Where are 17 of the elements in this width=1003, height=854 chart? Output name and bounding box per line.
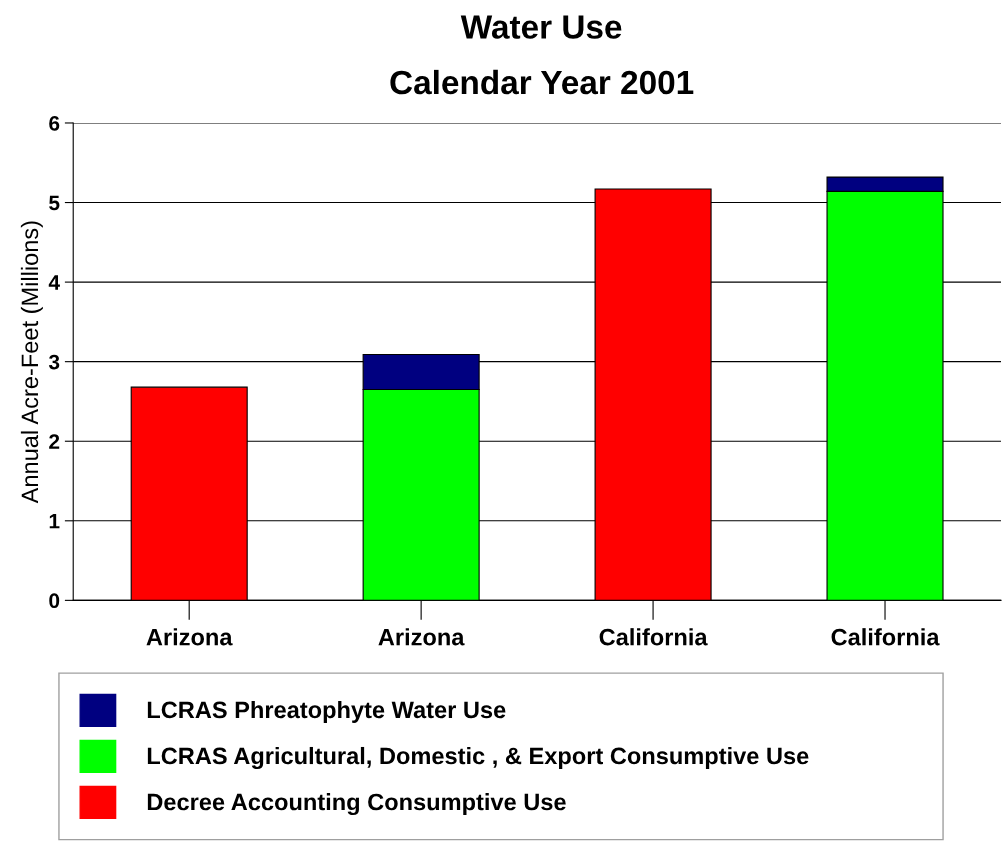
y-tick-label: 0 xyxy=(49,593,60,609)
legend-label: LCRAS Agricultural, Domestic , & Export Consumptive Use xyxy=(147,746,809,770)
x-tick-label: California xyxy=(831,628,940,646)
chart-subtitle: Calendar Year 2001 xyxy=(390,69,694,95)
x-tick-label: California xyxy=(599,628,708,646)
y-axis-title: Annual Acre-Feet (Millions) xyxy=(20,221,43,504)
y-tick-label: 2 xyxy=(49,434,60,449)
legend-label: Decree Accounting Consumptive Use xyxy=(147,793,566,816)
y-tick-label: 6 xyxy=(49,115,60,131)
y-tick-label: 5 xyxy=(49,195,60,211)
x-tick-label: Arizona xyxy=(378,628,465,646)
legend-label: LCRAS Phreatophyte Water Use xyxy=(147,700,506,723)
y-tick-label: 4 xyxy=(48,275,60,290)
chart-title: Water Use xyxy=(460,15,622,39)
y-tick-label: 3 xyxy=(48,354,60,370)
x-tick-label: Arizona xyxy=(146,628,233,646)
y-tick-label: 1 xyxy=(49,514,60,529)
